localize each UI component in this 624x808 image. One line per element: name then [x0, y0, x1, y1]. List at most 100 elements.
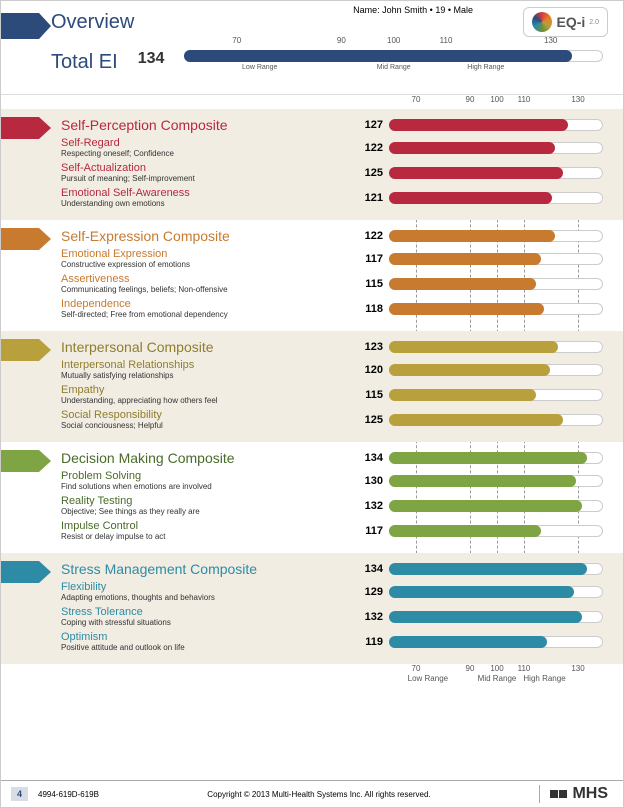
footer-code: 4994-619D-619B [38, 790, 99, 799]
composite-section: Decision Making Composite 134 Problem So… [1, 442, 623, 553]
axis-tick: 90 [337, 36, 346, 45]
bar-track [389, 525, 603, 537]
range-label: Low Range [242, 64, 277, 71]
section-chevron [1, 561, 51, 583]
subscale-row: Stress Tolerance Coping with stressful s… [61, 606, 603, 627]
total-ei-row: Total EI 134 7090100110130 Low RangeMid … [51, 36, 603, 74]
bar-fill [389, 167, 563, 179]
header: Name: John Smith • 19 • Male EQ-i 2.0 Ov… [1, 1, 623, 95]
subscale-desc: Objective; See things as they really are [61, 507, 361, 516]
bar-track [389, 563, 603, 575]
subscale-title: Problem Solving [61, 470, 361, 482]
subscale-score: 120 [361, 364, 389, 376]
overview-chevron [1, 13, 51, 39]
bar-fill [389, 278, 536, 290]
subscale-row: Optimism Positive attitude and outlook o… [61, 631, 603, 652]
subscale-score: 129 [361, 586, 389, 598]
range-label: Low Range [408, 674, 448, 683]
subscale-score: 117 [361, 253, 389, 265]
bar-track [389, 389, 603, 401]
range-label: High Range [467, 64, 504, 71]
subscale-title: Flexibility [61, 581, 361, 593]
axis-tick: 110 [518, 664, 531, 673]
composite-score: 134 [361, 452, 389, 464]
header-range-labels: Low RangeMid RangeHigh Range [184, 64, 603, 74]
section-chevron [1, 339, 51, 361]
bar-fill [389, 500, 582, 512]
subscale-title: Emotional Self-Awareness [61, 187, 361, 199]
subscale-desc: Respecting oneself; Confidence [61, 149, 361, 158]
subscale-row: Social Responsibility Social conciousnes… [61, 409, 603, 430]
composite-section: Interpersonal Composite 123 Interpersona… [1, 331, 623, 442]
subscale-title: Reality Testing [61, 495, 361, 507]
subscale-row: Reality Testing Objective; See things as… [61, 495, 603, 516]
subscale-score: 118 [361, 303, 389, 315]
page-number: 4 [11, 787, 28, 801]
logo-sup: 2.0 [589, 19, 599, 26]
bar-fill [389, 563, 587, 575]
composite-score: 122 [361, 230, 389, 242]
subscale-row: Independence Self-directed; Free from em… [61, 298, 603, 319]
bar-track [389, 192, 603, 204]
overview-title: Overview [51, 11, 603, 34]
composite-title: Self-Expression Composite [61, 228, 361, 244]
bar-track [389, 500, 603, 512]
subscale-title: Impulse Control [61, 520, 361, 532]
subscale-row: Emotional Self-Awareness Understanding o… [61, 187, 603, 208]
bar-track [389, 475, 603, 487]
bar-track [389, 364, 603, 376]
subscale-row: Empathy Understanding, appreciating how … [61, 384, 603, 405]
subscale-score: 132 [361, 611, 389, 623]
composite-row: Self-Expression Composite 122 [61, 228, 603, 244]
bar-track [389, 142, 603, 154]
mhs-logo: MHS [539, 785, 608, 803]
bar-fill [389, 586, 574, 598]
subscale-title: Assertiveness [61, 273, 361, 285]
subscale-desc: Mutually satisfying relationships [61, 371, 361, 380]
subscale-desc: Positive attitude and outlook on life [61, 643, 361, 652]
subscale-row: Impulse Control Resist or delay impulse … [61, 520, 603, 541]
subscale-desc: Understanding own emotions [61, 199, 361, 208]
subscale-row: Assertiveness Communicating feelings, be… [61, 273, 603, 294]
subscale-score: 125 [361, 167, 389, 179]
composite-row: Decision Making Composite 134 [61, 450, 603, 466]
bar-track [389, 119, 603, 131]
bar-fill [389, 525, 541, 537]
composite-title: Decision Making Composite [61, 450, 361, 466]
bar-fill [389, 341, 558, 353]
client-name: Name: John Smith • 19 • Male [353, 5, 473, 15]
sections-container: Self-Perception Composite 127 Self-Regar… [1, 109, 623, 664]
bar-track [389, 303, 603, 315]
subscale-desc: Pursuit of meaning; Self-improvement [61, 174, 361, 183]
bar-track [389, 414, 603, 426]
subscale-desc: Self-directed; Free from emotional depen… [61, 310, 361, 319]
bar-fill [389, 475, 576, 487]
total-ei-bar-fill [184, 50, 571, 62]
bar-track [389, 230, 603, 242]
subscale-row: Problem Solving Find solutions when emot… [61, 470, 603, 491]
subscale-score: 115 [361, 278, 389, 290]
axis-tick: 70 [412, 664, 421, 673]
range-label: High Range [523, 674, 565, 683]
bar-fill [389, 192, 552, 204]
bar-fill [389, 119, 568, 131]
total-ei-bar-track [184, 50, 603, 62]
subscale-score: 119 [361, 636, 389, 648]
composite-title: Self-Perception Composite [61, 117, 361, 133]
subscale-score: 130 [361, 475, 389, 487]
bar-fill [389, 611, 582, 623]
subscale-title: Empathy [61, 384, 361, 396]
subscale-score: 121 [361, 192, 389, 204]
subscale-desc: Resist or delay impulse to act [61, 532, 361, 541]
subscale-score: 122 [361, 142, 389, 154]
axis-tick: 110 [440, 36, 453, 45]
section-chevron [1, 450, 51, 472]
bar-fill [389, 389, 536, 401]
composite-score: 123 [361, 341, 389, 353]
subscale-row: Interpersonal Relationships Mutually sat… [61, 359, 603, 380]
composite-title: Interpersonal Composite [61, 339, 361, 355]
subscale-score: 125 [361, 414, 389, 426]
axis-tick: 110 [518, 95, 531, 104]
subscale-title: Emotional Expression [61, 248, 361, 260]
bar-track [389, 452, 603, 464]
